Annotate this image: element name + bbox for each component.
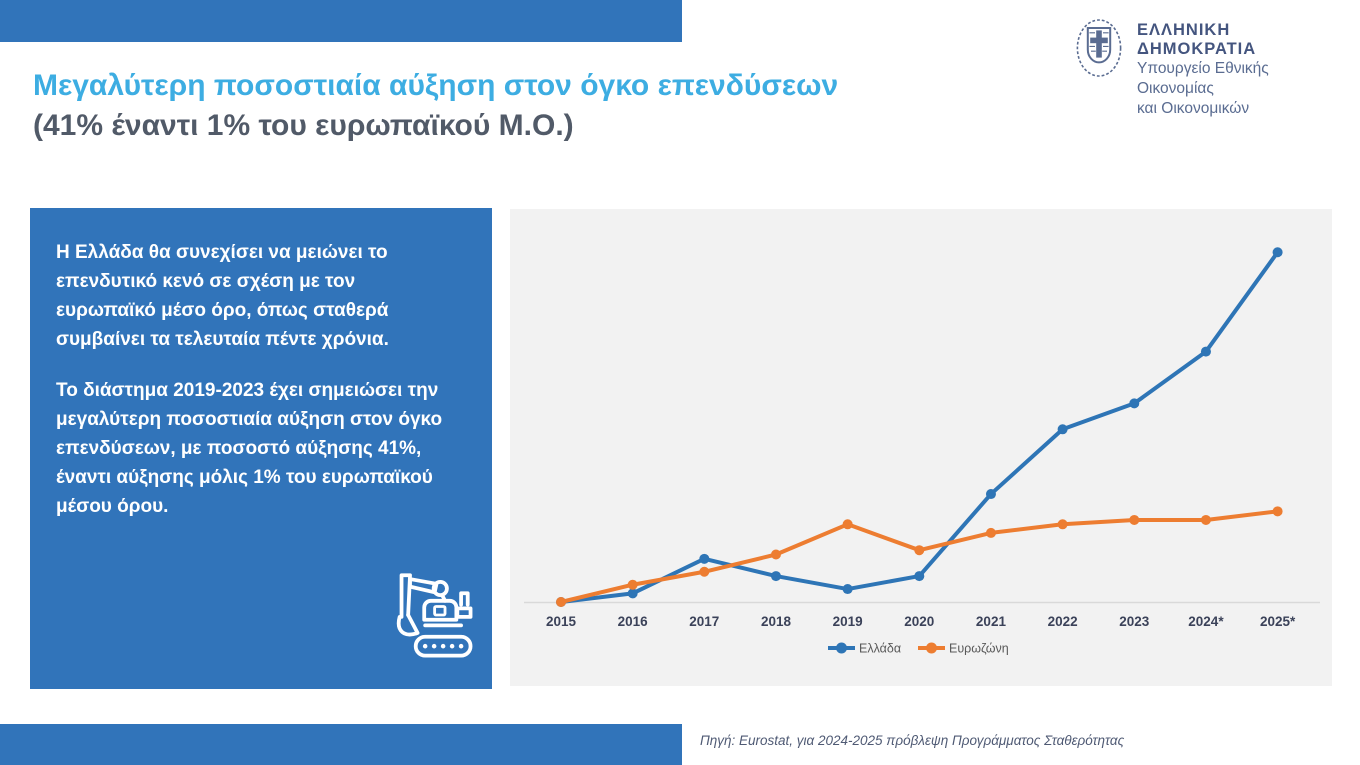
slide-title-line2: (41% έναντι 1% του ευρωπαϊκού Μ.Ο.) [33, 109, 574, 142]
legend-swatch-dot [926, 642, 937, 654]
data-point [1057, 424, 1068, 435]
info-paragraph-1: Η Ελλάδα θα συνεχίσει να μειώνει το επεν… [56, 242, 389, 350]
legend-label: Ελλάδα [859, 642, 901, 656]
logo-ministry-line2: και Οικονομικών [1137, 100, 1250, 117]
x-axis-label: 2021 [976, 614, 1007, 629]
data-point [770, 549, 781, 560]
x-axis-label: 2019 [833, 614, 863, 629]
slide-title-line1: Μεγαλύτερη ποσοστιαία αύξηση στον όγκο ε… [33, 69, 839, 102]
greek-coat-of-arms-icon [1075, 12, 1123, 88]
data-point [1272, 506, 1283, 517]
x-axis-label: 2023 [1119, 614, 1150, 629]
data-point [1057, 519, 1068, 530]
data-point [770, 571, 781, 582]
x-axis-label: 2025* [1260, 614, 1296, 629]
top-accent-bar [0, 0, 682, 42]
x-axis-label: 2018 [761, 614, 792, 629]
bottom-accent-bar [0, 724, 682, 765]
excavator-icon [376, 562, 480, 673]
x-axis-label: 2016 [618, 614, 649, 629]
government-logo: ΕΛΛΗΝΙΚΗ ΔΗΜΟΚΡΑΤΙΑ Υπουργείο Εθνικής Οι… [1075, 12, 1345, 117]
data-point [842, 584, 853, 595]
investment-line-chart: 2015 2016 2017 2018 2019 2020 2021 2022 2023 2024… [524, 247, 1320, 656]
data-point [842, 519, 853, 530]
info-panel: Η Ελλάδα θα συνεχίσει να μειώνει το επεν… [30, 208, 492, 689]
series-line-1 [559, 509, 1280, 604]
legend-swatch-dot [836, 642, 847, 654]
data-point [627, 588, 638, 599]
data-point [914, 545, 925, 556]
x-axis-label: 2015 [546, 614, 577, 629]
logo-org-name: ΕΛΛΗΝΙΚΗ ΔΗΜΟΚΡΑΤΙΑ [1137, 21, 1257, 58]
info-paragraph-2: Το διάστημα 2019-2023 έχει σημειώσει την… [56, 380, 443, 517]
data-point [556, 597, 566, 607]
slide-title: Μεγαλύτερη ποσοστιαία αύξηση στον όγκο ε… [33, 66, 933, 146]
x-axis-label: 2017 [689, 614, 719, 629]
legend-label: Ευρωζώνη [949, 642, 1009, 656]
data-point [1129, 514, 1140, 525]
x-axis-label: 2024* [1188, 614, 1224, 629]
logo-ministry-line1: Υπουργείο Εθνικής Οικονομίας [1137, 60, 1269, 97]
data-point [1272, 247, 1283, 258]
x-axis-label: 2020 [904, 614, 934, 629]
x-axis-label: 2022 [1048, 614, 1078, 629]
data-point [914, 571, 925, 582]
data-point [985, 489, 996, 500]
data-point [699, 566, 710, 577]
chart-panel: 2015 2016 2017 2018 2019 2020 2021 2022 2023 2024… [510, 209, 1332, 686]
data-point [627, 579, 638, 590]
data-point [985, 527, 996, 538]
source-text: Πηγή: Eurostat, για 2024-2025 πρόβλεψη Π… [700, 733, 1125, 748]
data-point [1200, 346, 1211, 357]
data-point [1200, 514, 1211, 525]
data-point [1129, 398, 1140, 409]
data-point [699, 553, 710, 564]
